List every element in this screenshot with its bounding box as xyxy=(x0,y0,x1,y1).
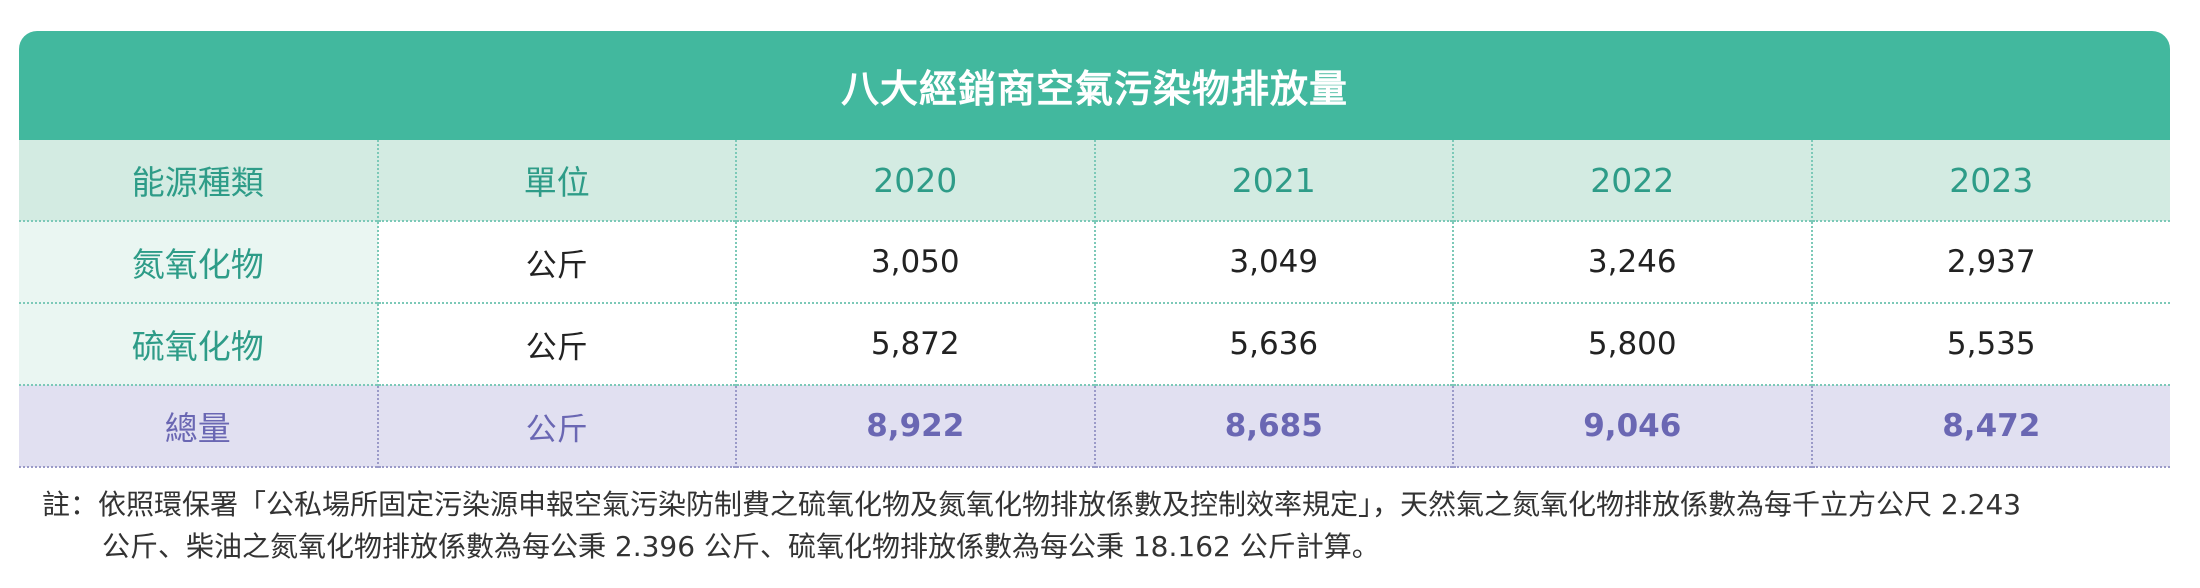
row-label: 硫氧化物 xyxy=(19,303,379,385)
value-cell: 5,636 xyxy=(1094,303,1454,385)
unit-cell: 公斤 xyxy=(377,303,737,385)
value-cell: 5,872 xyxy=(736,303,1096,385)
value-cell: 3,246 xyxy=(1453,221,1813,303)
value-cell: 5,535 xyxy=(1811,303,2170,385)
header-year-2022: 2022 xyxy=(1453,140,1813,221)
header-row: 能源種類 單位 2020 2021 2022 2023 xyxy=(19,140,2170,221)
header-year-2020: 2020 xyxy=(736,140,1096,221)
value-cell: 3,049 xyxy=(1094,221,1454,303)
total-value-cell: 9,046 xyxy=(1453,385,1813,467)
value-cell: 2,937 xyxy=(1811,221,2170,303)
value-cell: 3,050 xyxy=(736,221,1096,303)
row-label: 氮氧化物 xyxy=(19,221,379,303)
unit-cell: 公斤 xyxy=(377,385,737,467)
total-value-cell: 8,472 xyxy=(1811,385,2170,467)
emissions-table: 能源種類 單位 2020 2021 2022 2023 氮氧化物 公斤 3,05… xyxy=(19,140,2170,468)
table-row-total: 總量 公斤 8,922 8,685 9,046 8,472 xyxy=(19,385,2170,467)
header-year-2021: 2021 xyxy=(1094,140,1454,221)
header-year-2023: 2023 xyxy=(1811,140,2170,221)
header-energy-type: 能源種類 xyxy=(19,140,379,221)
table-row-sox: 硫氧化物 公斤 5,872 5,636 5,800 5,535 xyxy=(19,303,2170,385)
table-row-nox: 氮氧化物 公斤 3,050 3,049 3,246 2,937 xyxy=(19,221,2170,303)
value-cell: 5,800 xyxy=(1453,303,1813,385)
total-value-cell: 8,685 xyxy=(1094,385,1454,467)
header-unit: 單位 xyxy=(377,140,737,221)
footnote: 註：依照環保署「公私場所固定污染源申報空氣污染防制費之硫氧化物及氮氧化物排放係數… xyxy=(42,484,2172,568)
table-title: 八大經銷商空氣污染物排放量 xyxy=(19,31,2170,140)
emissions-table-card: 八大經銷商空氣污染物排放量 能源種類 單位 2020 2021 2022 202… xyxy=(19,31,2170,468)
row-label: 總量 xyxy=(19,385,379,467)
footnote-line: 註：依照環保署「公私場所固定污染源申報空氣污染防制費之硫氧化物及氮氧化物排放係數… xyxy=(42,488,2022,521)
total-value-cell: 8,922 xyxy=(736,385,1096,467)
footnote-line: 公斤、柴油之氮氧化物排放係數為每公秉 2.396 公斤、硫氧化物排放係數為每公秉… xyxy=(102,530,1380,563)
unit-cell: 公斤 xyxy=(377,221,737,303)
